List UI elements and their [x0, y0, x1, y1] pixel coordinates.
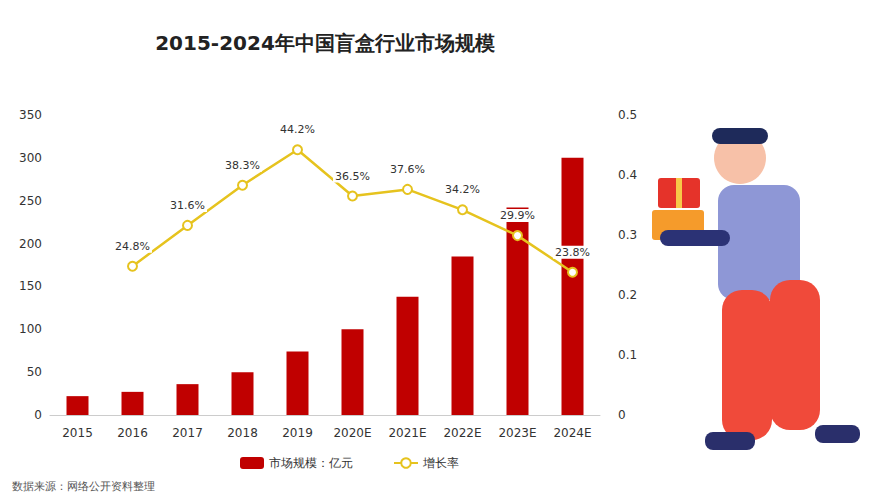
svg-text:44.2%: 44.2%: [280, 123, 315, 136]
svg-text:2020E: 2020E: [333, 426, 371, 440]
svg-text:36.5%: 36.5%: [335, 170, 370, 183]
svg-text:2024E: 2024E: [553, 426, 591, 440]
svg-text:50: 50: [27, 365, 42, 379]
svg-text:2022E: 2022E: [443, 426, 481, 440]
svg-text:2015-2024年中国盲盒行业市场规模: 2015-2024年中国盲盒行业市场规模: [155, 31, 495, 55]
svg-text:24.8%: 24.8%: [115, 240, 150, 253]
svg-text:0.1: 0.1: [618, 348, 637, 362]
svg-text:2023E: 2023E: [498, 426, 536, 440]
svg-text:0.3: 0.3: [618, 228, 637, 242]
svg-text:0.2: 0.2: [618, 288, 637, 302]
svg-text:200: 200: [19, 237, 42, 251]
svg-text:150: 150: [19, 279, 42, 293]
svg-text:350: 350: [19, 108, 42, 122]
svg-text:2021E: 2021E: [388, 426, 426, 440]
svg-text:市场规模：亿元: 市场规模：亿元: [269, 456, 353, 470]
svg-text:23.8%: 23.8%: [555, 246, 590, 259]
svg-text:37.6%: 37.6%: [390, 163, 425, 176]
svg-text:2018: 2018: [227, 426, 258, 440]
svg-text:31.6%: 31.6%: [170, 199, 205, 212]
svg-text:2016: 2016: [117, 426, 148, 440]
svg-text:0: 0: [34, 408, 42, 422]
svg-text:34.2%: 34.2%: [445, 183, 480, 196]
svg-text:数据来源：网络公开资料整理: 数据来源：网络公开资料整理: [12, 480, 155, 493]
svg-text:100: 100: [19, 322, 42, 336]
svg-text:38.3%: 38.3%: [225, 159, 260, 172]
svg-text:2015: 2015: [62, 426, 93, 440]
svg-text:0.5: 0.5: [618, 108, 637, 122]
svg-text:300: 300: [19, 151, 42, 165]
svg-text:29.9%: 29.9%: [500, 209, 535, 222]
svg-text:2017: 2017: [172, 426, 203, 440]
svg-text:0: 0: [618, 408, 626, 422]
svg-text:250: 250: [19, 194, 42, 208]
svg-text:增长率: 增长率: [422, 456, 459, 470]
svg-text:2019: 2019: [282, 426, 313, 440]
svg-text:0.4: 0.4: [618, 168, 637, 182]
